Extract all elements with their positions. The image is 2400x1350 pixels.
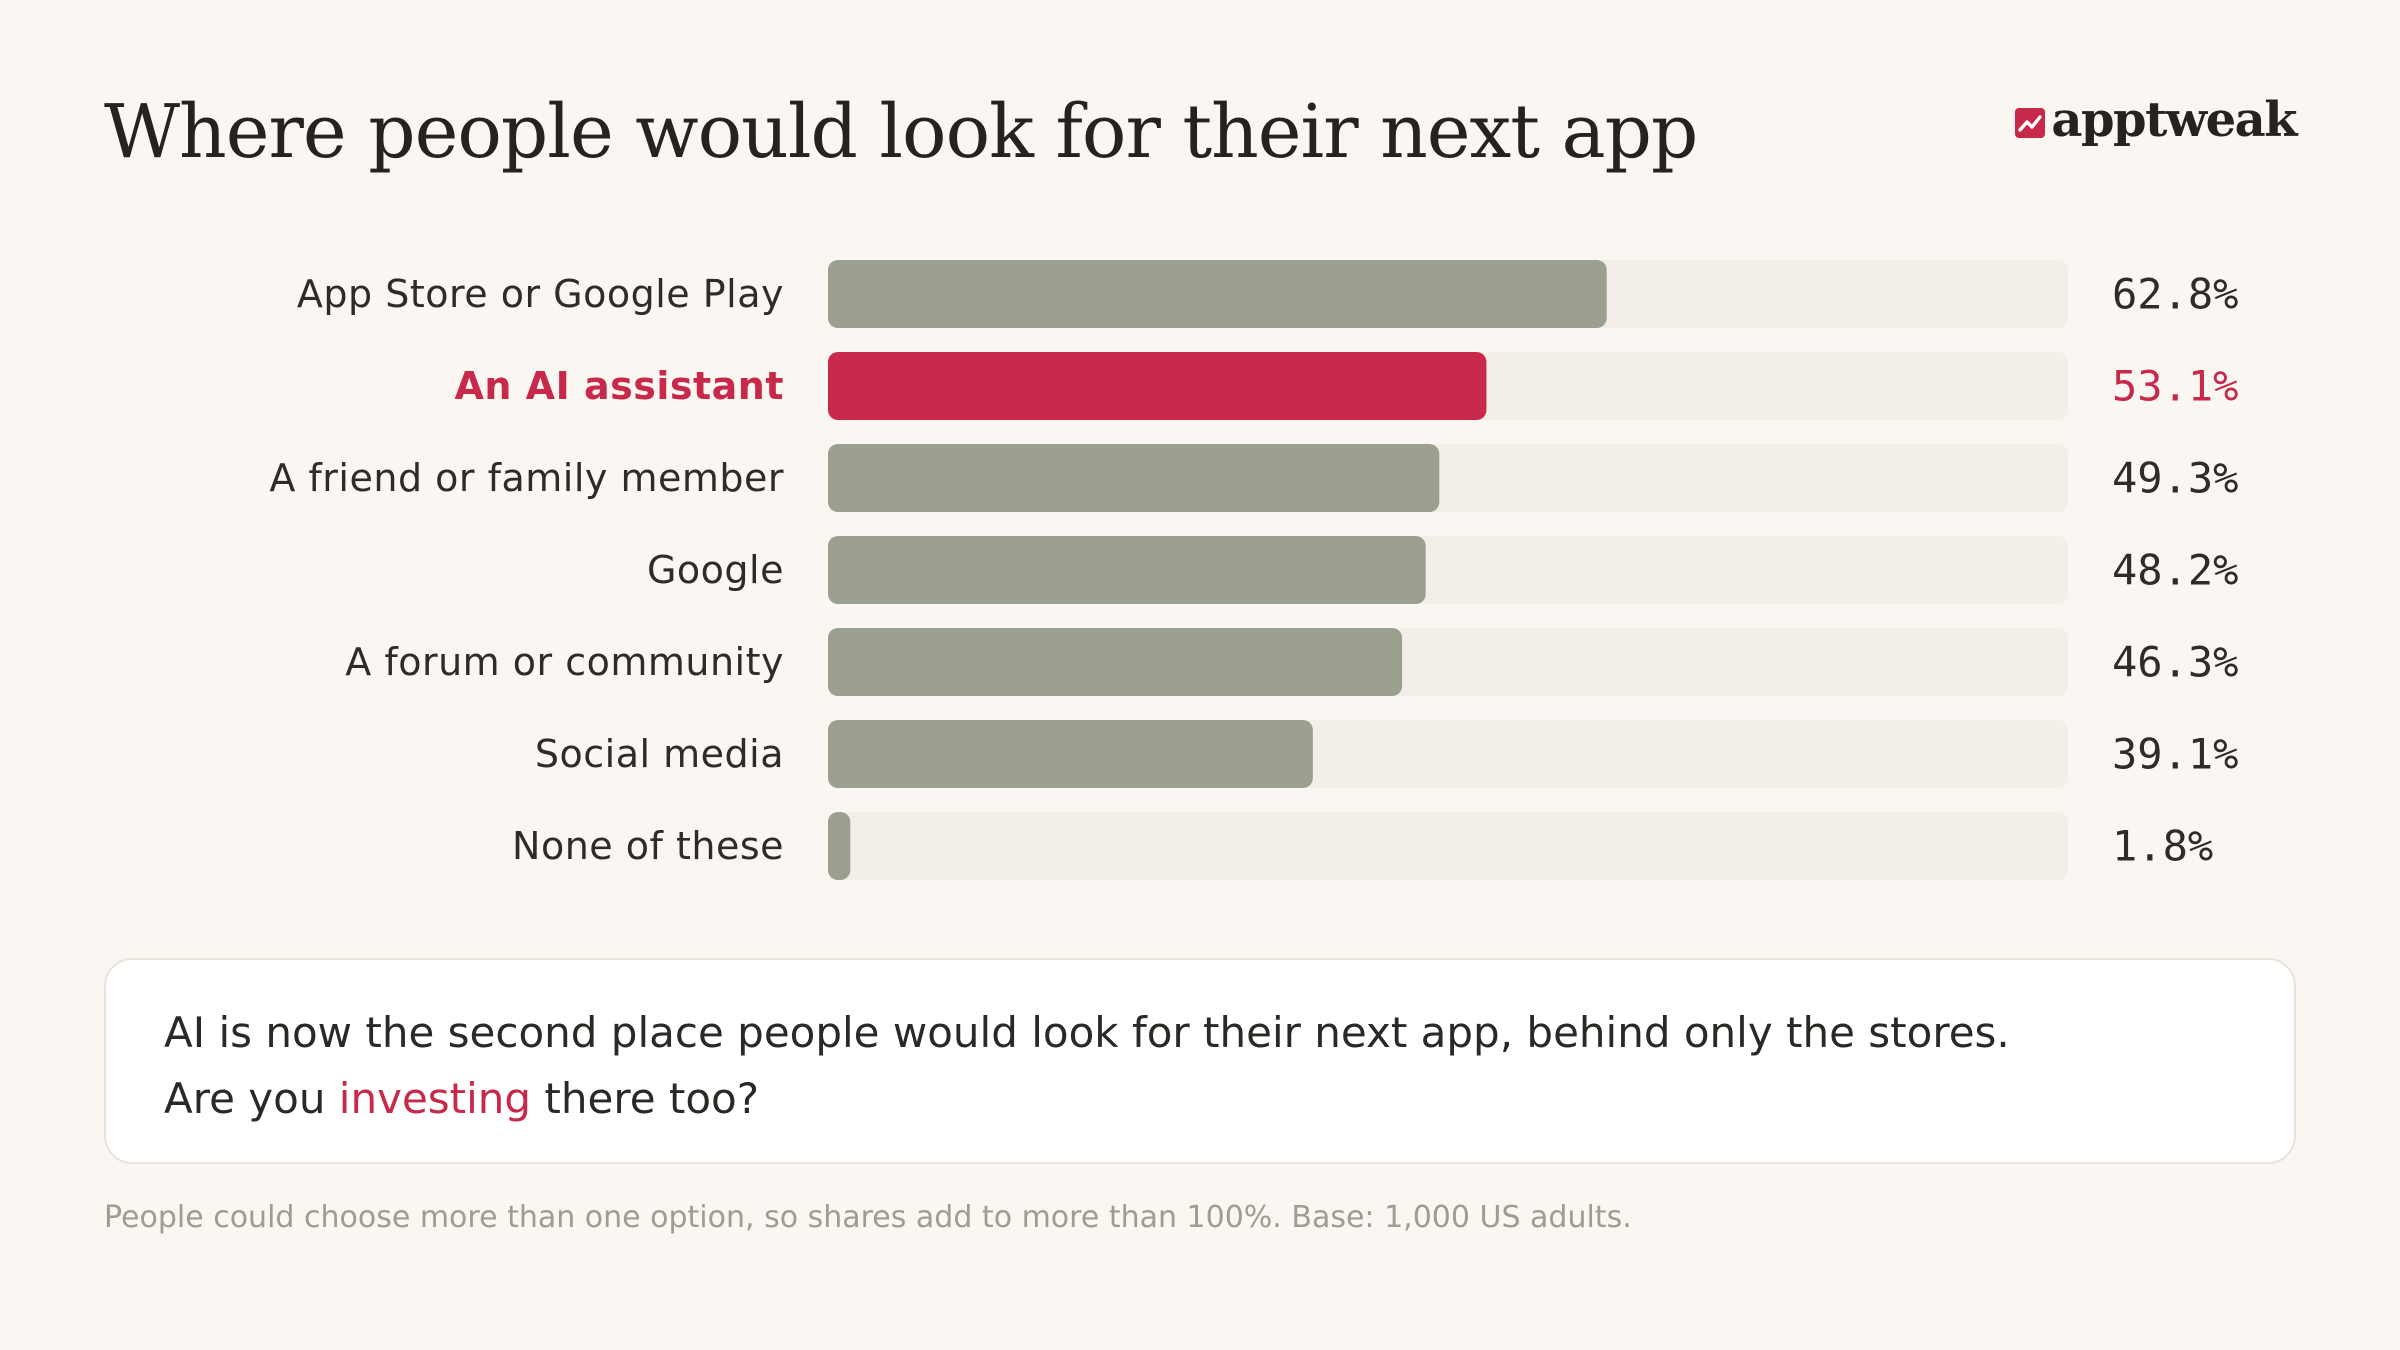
bar-row-6 — [828, 720, 1313, 788]
callout-text-after: there too? — [531, 1074, 760, 1123]
value-label-row-1: 62.8% — [2112, 270, 2238, 319]
logo-trend-icon — [2015, 108, 2046, 138]
category-label-row-3: A friend or family member — [269, 456, 784, 500]
callout-line-1: AI is now the second place people would … — [164, 1008, 2010, 1057]
value-label-row-5: 46.3% — [2112, 638, 2238, 687]
value-label-row-4: 48.2% — [2112, 546, 2238, 595]
bar-row-1 — [828, 260, 1607, 328]
insight-callout: AI is now the second place people would … — [104, 958, 2296, 1164]
bar-track-row-7 — [828, 812, 2068, 880]
bar-chart: App Store or Google Play 62.8% An AI assis… — [269, 260, 2238, 880]
value-label-row-7: 1.8% — [2112, 822, 2213, 871]
category-label-row-2: An AI assistant — [454, 364, 784, 408]
callout-text-before: Are you — [164, 1074, 339, 1123]
bar-row-3 — [828, 444, 1440, 512]
value-label-row-3: 49.3% — [2112, 454, 2238, 503]
bar-row-5 — [828, 628, 1403, 696]
bar-row-2 — [828, 352, 1487, 420]
bar-row-7 — [828, 812, 851, 880]
callout-accent-word: investing — [338, 1074, 532, 1123]
category-label-row-7: None of these — [512, 824, 784, 868]
bar-row-4 — [828, 536, 1426, 604]
category-label-row-5: A forum or community — [345, 640, 784, 684]
callout-line-2: Are you investing there too? — [164, 1066, 2236, 1132]
logo-text: apptweak — [2051, 92, 2297, 148]
value-label-row-2: 53.1% — [2112, 362, 2238, 411]
category-label-row-4: Google — [647, 548, 784, 592]
category-label-row-6: Social media — [535, 732, 784, 776]
footnote: People could choose more than one option… — [104, 1200, 1632, 1235]
category-label-row-1: App Store or Google Play — [297, 272, 784, 316]
apptweak-logo[interactable]: apptweak — [2015, 92, 2297, 148]
chart-title: Where people would look for their next a… — [104, 89, 1698, 175]
value-label-row-6: 39.1% — [2112, 730, 2238, 779]
